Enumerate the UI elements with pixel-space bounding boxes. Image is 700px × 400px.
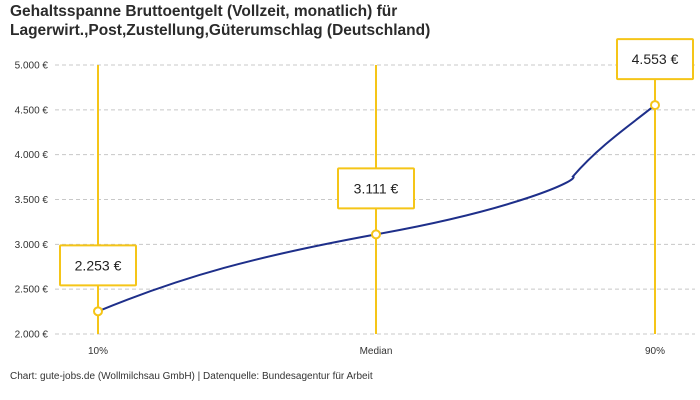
x-tick-label: Median — [360, 346, 393, 357]
y-tick-label: 4.000 € — [15, 150, 49, 161]
y-tick-label: 3.000 € — [15, 240, 49, 251]
x-tick-label: 90% — [645, 346, 665, 357]
data-point — [371, 229, 381, 240]
y-tick-label: 3.500 € — [15, 195, 49, 206]
data-label: 4.553 € — [632, 51, 679, 67]
data-label-box — [616, 38, 694, 81]
data-label-box — [59, 244, 137, 287]
chart-title: Gehaltsspanne Bruttoentgelt (Vollzeit, m… — [10, 2, 690, 40]
chart-source: Chart: gute-jobs.de (Wollmilchsau GmbH) … — [10, 371, 373, 382]
chart-title-line-1: Gehaltsspanne Bruttoentgelt (Vollzeit, m… — [10, 3, 398, 20]
y-tick-label: 2.500 € — [15, 285, 49, 296]
y-tick-label: 2.000 € — [15, 330, 49, 341]
y-tick-label: 4.500 € — [15, 105, 49, 116]
data-label-box — [337, 167, 415, 210]
chart-title-line-2: Lagerwirt.,Post,Zustellung,Güterumschlag… — [10, 22, 431, 39]
x-tick-label: 10% — [88, 346, 108, 357]
y-tick-label: 5.000 € — [15, 61, 49, 72]
series-line — [97, 104, 656, 313]
data-label: 2.253 € — [75, 257, 122, 273]
data-point — [650, 100, 660, 111]
data-point — [93, 306, 103, 317]
data-label: 3.111 € — [354, 180, 399, 196]
